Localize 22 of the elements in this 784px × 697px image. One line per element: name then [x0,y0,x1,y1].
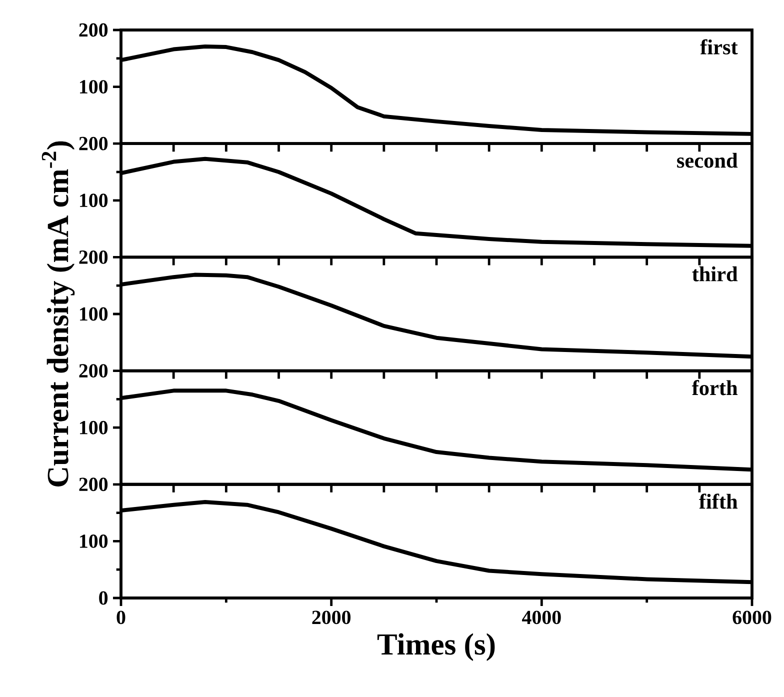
y-tick-label: 100 [80,420,108,434]
text: third [692,266,738,282]
y-tick-label: 200 [79,136,108,150]
x-tick-label: 6000 [732,610,772,624]
y-tick-label: 200 [79,250,108,264]
text: second [677,152,738,168]
text: fifth [699,494,738,509]
y-tick-label: 200 [79,478,108,492]
x-tick-label: 0 [116,610,126,624]
text: first [700,39,738,54]
y-tick-label: 0 [99,591,108,605]
y-axis-title: Current density (mA cm$^{-2}$) [42,141,75,486]
y-tick-label: 100 [80,307,108,321]
y-tick-label: 200 [79,23,108,37]
text: forth [692,380,738,396]
x-tick-label: 2000 [312,610,351,624]
x-tick-label: 4000 [522,610,561,624]
y-tick-label: 200 [79,364,108,378]
y-tick-label: 100 [80,534,108,548]
y-tick-label: 100 [80,80,108,94]
y-tick-label: 100 [80,194,108,208]
x-axis-title: Times (s) [377,633,495,661]
